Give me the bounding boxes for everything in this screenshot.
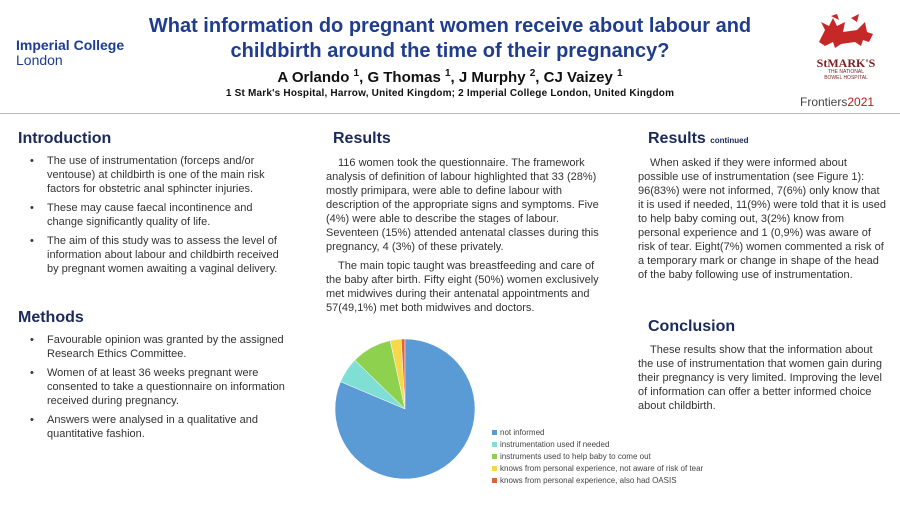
pie-legend: not informed instrumentation used if need… xyxy=(492,426,703,486)
title-line-1: What information do pregnant women recei… xyxy=(148,15,752,37)
author-list: A Orlando 1, G Thomas 1, J Murphy 2, CJ … xyxy=(150,68,750,86)
bullet-icon: • xyxy=(30,414,34,426)
author-name: CJ Vaizey xyxy=(543,69,613,86)
st-marks-sub1: THE NATIONAL xyxy=(827,69,865,75)
legend-item: not informed xyxy=(492,426,703,438)
legend-label: not informed xyxy=(500,427,545,437)
legend-item: instrumentation used if needed xyxy=(492,438,703,450)
imperial-college-logo: Imperial College London xyxy=(16,38,124,68)
bullet-item: • Women of at least 36 weeks pregnant wer… xyxy=(18,366,300,408)
bullet-icon: • xyxy=(30,202,34,214)
legend-label: instrumentation used if needed xyxy=(500,439,610,449)
bullet-text: The use of instrumentation (forceps and/… xyxy=(47,155,265,195)
bullet-text: Women of at least 36 weeks pregnant were… xyxy=(47,367,285,407)
legend-label: knows from personal experience, not awar… xyxy=(500,463,704,473)
legend-item: instruments used to help baby to come ou… xyxy=(492,450,703,462)
bullet-icon: • xyxy=(30,367,34,379)
author-affiliation-number: 2 xyxy=(529,68,536,79)
legend-item: knows from personal experience, not awar… xyxy=(492,462,703,474)
pie-slice-0 xyxy=(334,338,476,480)
results-continued-paragraph: When asked if they were informed about p… xyxy=(638,157,887,281)
imperial-logo-line1: Imperial College xyxy=(16,37,125,53)
legend-swatch xyxy=(492,453,497,459)
instrumentation-pie-chart xyxy=(334,338,476,480)
author-affiliation-number: 1 xyxy=(353,68,360,79)
bullet-item: • The aim of this study was to assess the… xyxy=(18,234,280,276)
author-separator: , xyxy=(359,69,368,86)
bullet-text: Answers were analysed in a qualitative a… xyxy=(47,414,258,440)
author-name: A Orlando xyxy=(277,69,350,86)
conclusion-paragraph: These results show that the information … xyxy=(638,344,882,412)
results-heading: Results xyxy=(333,130,391,147)
author-affiliation-number: 1 xyxy=(444,68,451,79)
results-paragraph-1: 116 women took the questionnaire. The fr… xyxy=(326,157,599,253)
author-separator: , xyxy=(535,69,544,86)
bullet-text: Favourable opinion was granted by the as… xyxy=(47,334,284,360)
bullet-text: The aim of this study was to assess the … xyxy=(47,235,279,275)
affiliations: 1 St Mark's Hospital, Harrow, United Kin… xyxy=(225,88,675,99)
legend-swatch xyxy=(492,429,497,435)
bullet-icon: • xyxy=(30,334,34,346)
results-continued-title: Results xyxy=(648,130,706,147)
title-line-2: childbirth around the time of their preg… xyxy=(230,40,670,62)
introduction-bullets: • The use of instrumentation (forceps and… xyxy=(18,154,280,281)
methods-bullets: • Favourable opinion was granted by the a… xyxy=(18,333,300,446)
author-name: J Murphy xyxy=(458,69,526,86)
poster-title: What information do pregnant women recei… xyxy=(120,14,780,64)
legend-swatch xyxy=(492,477,497,483)
bullet-icon: • xyxy=(30,155,34,167)
st-marks-name: StMARK'S xyxy=(816,56,876,70)
st-marks-sub2: BOWEL HOSPITAL xyxy=(824,75,868,81)
results-paragraph-2: The main topic taught was breastfeeding … xyxy=(326,260,599,314)
frontiers-year: 2021 xyxy=(847,95,875,109)
bullet-item: • Answers were analysed in a qualitative … xyxy=(18,413,300,441)
frontiers-2021-label: Frontiers2021 xyxy=(800,95,874,109)
legend-item: knows from personal experience, also had… xyxy=(492,474,703,486)
frontiers-word: Frontiers xyxy=(800,95,848,109)
methods-heading: Methods xyxy=(18,309,84,326)
legend-swatch xyxy=(492,465,497,471)
bullet-item: • These may cause faecal incontinence and… xyxy=(18,201,280,229)
imperial-logo-line2: London xyxy=(16,52,63,68)
winged-lion-icon xyxy=(819,14,873,48)
legend-swatch xyxy=(492,441,497,447)
legend-label: instruments used to help baby to come ou… xyxy=(500,451,651,461)
bullet-item: • The use of instrumentation (forceps and… xyxy=(18,154,280,196)
bullet-item: • Favourable opinion was granted by the a… xyxy=(18,333,300,361)
continued-label: continued xyxy=(710,136,749,145)
introduction-heading: Introduction xyxy=(18,130,112,147)
st-marks-logo: StMARK'S THE NATIONAL BOWEL HOSPITAL xyxy=(800,12,892,81)
author-separator: , xyxy=(450,69,459,86)
legend-label: knows from personal experience, also had… xyxy=(500,475,677,485)
conclusion-heading: Conclusion xyxy=(648,318,736,335)
bullet-text: These may cause faecal incontinence and … xyxy=(47,202,253,228)
header-divider xyxy=(0,113,900,114)
bullet-icon: • xyxy=(30,235,34,247)
author-affiliation-number: 1 xyxy=(617,68,623,79)
author-name: G Thomas xyxy=(367,69,441,86)
results-continued-heading: Results continued xyxy=(648,130,748,148)
